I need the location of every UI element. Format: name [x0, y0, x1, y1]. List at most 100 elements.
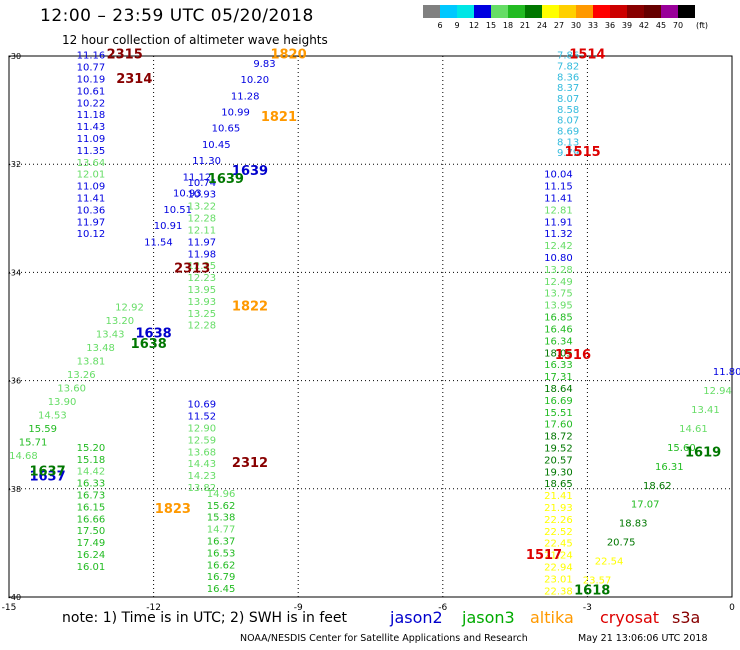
data-label: 14.23 — [187, 471, 216, 482]
data-label: 11.09 — [77, 182, 106, 193]
footnote: note: 1) Time is in UTC; 2) SWH is in fe… — [62, 610, 348, 626]
data-label: 11.32 — [544, 229, 573, 240]
legend-cryosat: cryosat — [600, 608, 660, 627]
pass-time-label: 1822 — [232, 299, 268, 314]
colorbar-label: 27 — [553, 21, 565, 30]
data-label: 12.42 — [544, 241, 573, 252]
chart-subtitle: 12 hour collection of altimeter wave hei… — [62, 33, 328, 47]
data-label: 16.15 — [77, 502, 106, 513]
colorbar-label: 33 — [587, 21, 599, 30]
data-label: 19.52 — [544, 443, 573, 454]
colorbar-swatch — [627, 5, 644, 18]
data-label: 10.93 — [173, 189, 202, 200]
colorbar-swatch — [610, 5, 627, 18]
data-label: 18.83 — [619, 519, 648, 530]
y-tick-label: -40 — [8, 593, 21, 602]
data-label: 16.31 — [655, 462, 684, 473]
data-label: 11.41 — [77, 194, 106, 205]
data-label: 11.98 — [187, 249, 216, 260]
data-label: 22.38 — [544, 586, 573, 597]
data-label: 16.85 — [544, 313, 573, 324]
data-label: 11.15 — [544, 182, 573, 193]
data-label: 8.69 — [557, 126, 579, 137]
colorbar-label: 36 — [604, 21, 616, 30]
data-label: 19.30 — [544, 467, 573, 478]
data-label: 16.33 — [544, 360, 573, 371]
colorbar-swatch — [423, 5, 440, 18]
generated-timestamp: May 21 13:06:06 UTC 2018 — [578, 633, 708, 644]
data-label: 8.07 — [557, 116, 579, 127]
data-label: 10.80 — [544, 253, 573, 264]
data-label: 16.53 — [207, 548, 236, 559]
data-label: 15.62 — [207, 501, 236, 512]
data-label: 18.72 — [544, 432, 573, 443]
data-label: 21.24 — [544, 551, 573, 562]
pass-time-label: 1637 — [29, 470, 65, 485]
data-label: 10.91 — [154, 221, 183, 232]
data-label: 12.90 — [187, 423, 216, 434]
data-label: 10.65 — [212, 124, 241, 135]
data-label: 16.62 — [207, 560, 236, 571]
data-label: 15.71 — [19, 438, 48, 449]
data-label: 11.54 — [144, 237, 173, 248]
data-label: 18.65 — [544, 479, 573, 490]
data-label: 10.69 — [187, 400, 216, 411]
data-label: 13.41 — [691, 405, 720, 416]
y-tick-label: -32 — [8, 160, 21, 169]
plot-grid: -15 -12 -9 -6 -3 0-30-32-34-36-38-40 — [2, 52, 735, 613]
data-label: 18.05 — [544, 348, 573, 359]
data-label: 16.79 — [207, 572, 236, 583]
pass-time-label: 1516 — [555, 348, 591, 363]
colorbar-swatch — [525, 5, 542, 18]
data-label: 13.90 — [48, 397, 77, 408]
data-label: 18.64 — [544, 384, 573, 395]
data-label: 22.52 — [544, 527, 573, 538]
data-label: 16.73 — [77, 491, 106, 502]
colorbar-label: 42 — [638, 21, 650, 30]
chart-marks: 7.867.828.368.378.078.588.078.698.139.79… — [9, 48, 740, 599]
data-label: 13.20 — [106, 316, 135, 327]
data-label: 7.86 — [557, 51, 579, 62]
data-label: 11.80 — [713, 367, 740, 378]
y-tick-label: -30 — [8, 52, 21, 61]
data-label: 10.93 — [187, 190, 216, 201]
data-label: 17.60 — [544, 420, 573, 431]
credit-line: NOAA/NESDIS Center for Satellite Applica… — [240, 633, 528, 644]
colorbar-swatch — [474, 5, 491, 18]
data-label: 13.68 — [187, 447, 216, 458]
pass-time-label: 1637 — [29, 464, 65, 479]
data-label: 21.41 — [544, 491, 573, 502]
data-label: 11.30 — [192, 156, 221, 167]
colorbar-swatch — [576, 5, 593, 18]
data-label: 10.20 — [240, 75, 269, 86]
data-label: 10.61 — [77, 86, 106, 97]
x-tick-label: -12 — [146, 603, 161, 613]
data-label: 22.45 — [544, 539, 573, 550]
pass-time-label: 1638 — [131, 337, 167, 352]
data-label: 9.83 — [253, 59, 275, 70]
colorbar-swatch — [559, 5, 576, 18]
data-label: 11.16 — [77, 51, 106, 62]
colorbar-label: 12 — [468, 21, 480, 30]
colorbar-label: 45 — [655, 21, 667, 30]
colorbar-label: 24 — [536, 21, 548, 30]
pass-time-label: 1514 — [569, 48, 605, 63]
data-label: 9.79 — [557, 148, 579, 159]
data-label: 14.77 — [207, 525, 236, 536]
data-label: 16.69 — [544, 396, 573, 407]
data-label: 11.12 — [183, 172, 212, 183]
data-label: 12.59 — [187, 435, 216, 446]
data-label: 10.22 — [77, 98, 106, 109]
data-label: 20.75 — [607, 538, 636, 549]
data-label: 8.58 — [557, 105, 579, 116]
data-label: 10.12 — [77, 229, 106, 240]
data-label: 15.38 — [207, 513, 236, 524]
data-label: 13.64 — [77, 158, 106, 169]
data-label: 22.26 — [544, 515, 573, 526]
data-label: 10.74 — [187, 178, 216, 189]
colorbar-swatch — [440, 5, 457, 18]
data-label: 13.81 — [77, 356, 106, 367]
pass-time-label: 1638 — [136, 326, 172, 341]
legend-s3a: s3a — [672, 608, 701, 627]
